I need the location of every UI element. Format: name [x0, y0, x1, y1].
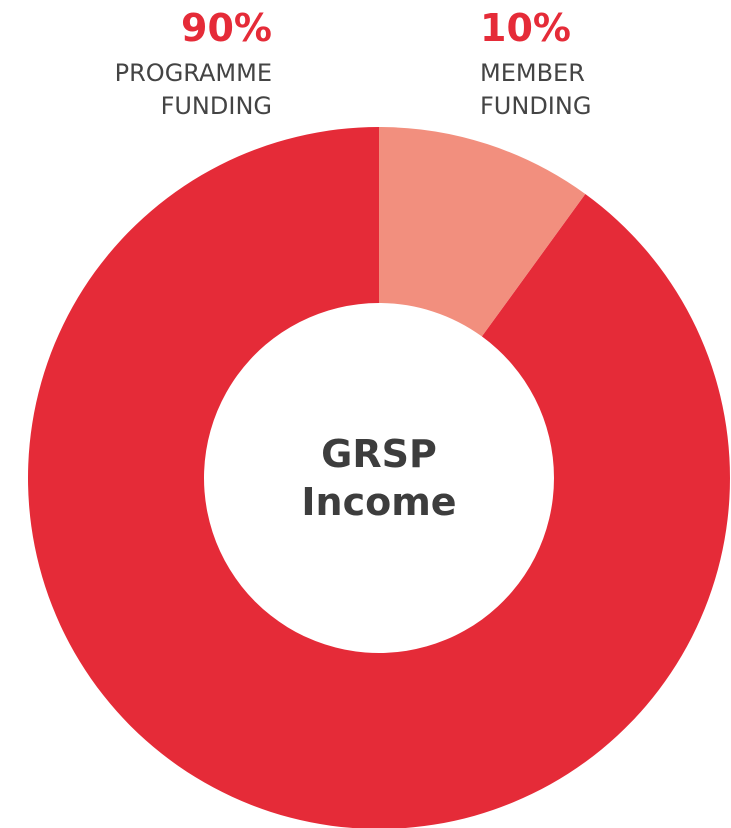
center-label: GRSP Income — [301, 432, 457, 524]
category-label: PROGRAMME FUNDING — [114, 59, 272, 120]
value-label: 10% — [480, 6, 571, 50]
donut-slice — [28, 127, 730, 828]
donut-slice — [379, 127, 586, 337]
value-label: 90% — [181, 6, 272, 50]
category-label: MEMBER FUNDING — [480, 59, 592, 120]
